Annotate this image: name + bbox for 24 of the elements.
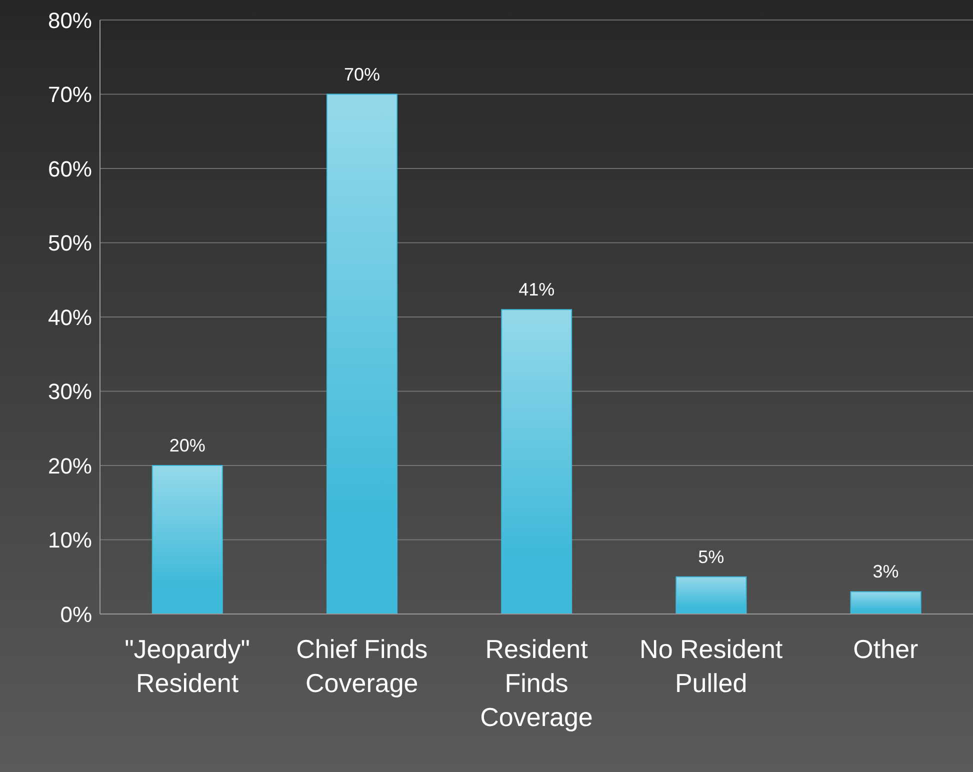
bar bbox=[326, 94, 398, 614]
y-tick-label: 40% bbox=[48, 304, 92, 330]
data-label: 20% bbox=[169, 436, 206, 456]
data-label: 70% bbox=[344, 64, 380, 84]
y-tick-label: 50% bbox=[48, 230, 92, 256]
y-tick-label: 80% bbox=[48, 8, 92, 33]
data-label: 41% bbox=[518, 280, 555, 300]
x-tick-label: Resident Finds Coverage bbox=[480, 634, 593, 732]
y-tick-label: 70% bbox=[48, 82, 92, 108]
y-tick-label: 0% bbox=[60, 602, 92, 627]
y-tick-label: 10% bbox=[48, 528, 92, 553]
x-tick-label: "Jeopardy" Resident bbox=[124, 634, 250, 698]
bar bbox=[501, 309, 572, 614]
bar bbox=[676, 576, 747, 614]
y-tick-label: 20% bbox=[48, 453, 92, 478]
x-tick-label: Chief Finds Coverage bbox=[296, 634, 428, 698]
bar bbox=[850, 591, 922, 614]
x-tick-label: Other bbox=[853, 634, 919, 664]
y-tick-label: 60% bbox=[48, 156, 92, 182]
bar bbox=[152, 465, 223, 614]
x-tick-label: No Resident Pulled bbox=[640, 634, 784, 698]
data-label: 3% bbox=[872, 562, 899, 582]
y-tick-label: 30% bbox=[48, 379, 92, 404]
data-label: 5% bbox=[698, 546, 724, 567]
